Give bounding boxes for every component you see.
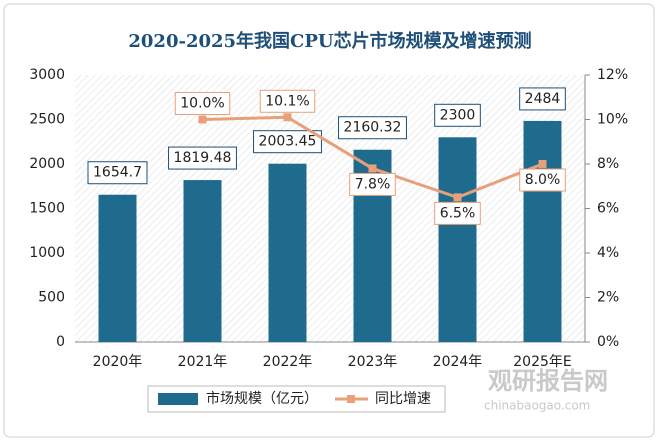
line-marker: [283, 113, 292, 122]
x-tick-label: 2025年E: [513, 354, 571, 370]
bar: [523, 120, 562, 342]
line-value-label: 10.1%: [265, 93, 309, 109]
bar-value-label-box: [519, 87, 566, 111]
y2-tick-label: 2%: [597, 290, 619, 306]
bar-value-label: 1654.7: [93, 165, 142, 181]
y-tick-label: 1000: [29, 245, 65, 261]
line-value-label: 10.0%: [180, 96, 224, 112]
line-value-label-box: [259, 89, 316, 113]
bar-value-label: 2003.45: [259, 134, 317, 150]
y2-tick-label: 4%: [597, 245, 619, 261]
line-value-label-box: [434, 201, 481, 225]
bar: [438, 137, 477, 342]
bar: [98, 194, 137, 342]
y-tick-label: 2500: [29, 112, 65, 128]
line-marker: [538, 160, 547, 168]
bar: [268, 163, 307, 342]
legend-swatch: [347, 395, 355, 403]
bar: [183, 180, 222, 342]
bar-value-label: 1819.48: [174, 150, 232, 166]
y2-tick-label: 8%: [597, 156, 619, 172]
legend-label: 同比增速: [375, 391, 431, 407]
line-value-label: 8.0%: [525, 172, 561, 188]
y-tick-label: 2000: [29, 156, 65, 172]
chart-title: 2020-2025年我国CPU芯片市场规模及增速预测: [128, 30, 531, 52]
bar-value-label-box: [168, 146, 237, 170]
line-value-label-box: [349, 172, 396, 196]
line-marker: [453, 193, 462, 202]
bar-value-label-box: [434, 103, 481, 127]
y2-tick-label: 0%: [597, 334, 619, 350]
y-tick-label: 1500: [29, 201, 65, 217]
watermark: chinabaogao.com: [484, 399, 590, 413]
y2-tick-label: 6%: [597, 201, 619, 217]
line-value-label: 6.5%: [440, 205, 476, 221]
x-tick-label: 2021年: [178, 354, 228, 370]
bar-value-label-box: [87, 161, 148, 185]
line-marker: [198, 115, 207, 124]
bar-value-label: 2484: [525, 91, 561, 107]
x-tick-label: 2023年: [348, 354, 398, 370]
legend-label: 市场规模（亿元）: [206, 390, 318, 407]
x-tick-label: 2020年: [93, 354, 143, 370]
line-value-label-box: [519, 168, 566, 192]
y2-tick-label: 10%: [597, 112, 628, 128]
bar-value-label-box: [253, 130, 322, 154]
y-tick-label: 500: [38, 290, 65, 306]
bar-value-label: 2160.32: [344, 120, 402, 136]
x-tick-label: 2022年: [263, 354, 313, 370]
y2-tick-label: 12%: [597, 67, 628, 83]
watermark: 观研报告网: [488, 367, 608, 395]
legend-swatch: [158, 393, 198, 405]
line-value-label-box: [174, 92, 231, 115]
bar-value-label: 2300: [440, 107, 476, 123]
bar-value-label-box: [338, 116, 407, 140]
line-value-label: 7.8%: [355, 176, 391, 192]
line-marker: [368, 164, 377, 173]
y-tick-label: 0: [56, 334, 65, 350]
x-tick-label: 2024年: [433, 354, 483, 370]
y-tick-label: 3000: [29, 67, 65, 83]
plot-background: [75, 75, 585, 342]
